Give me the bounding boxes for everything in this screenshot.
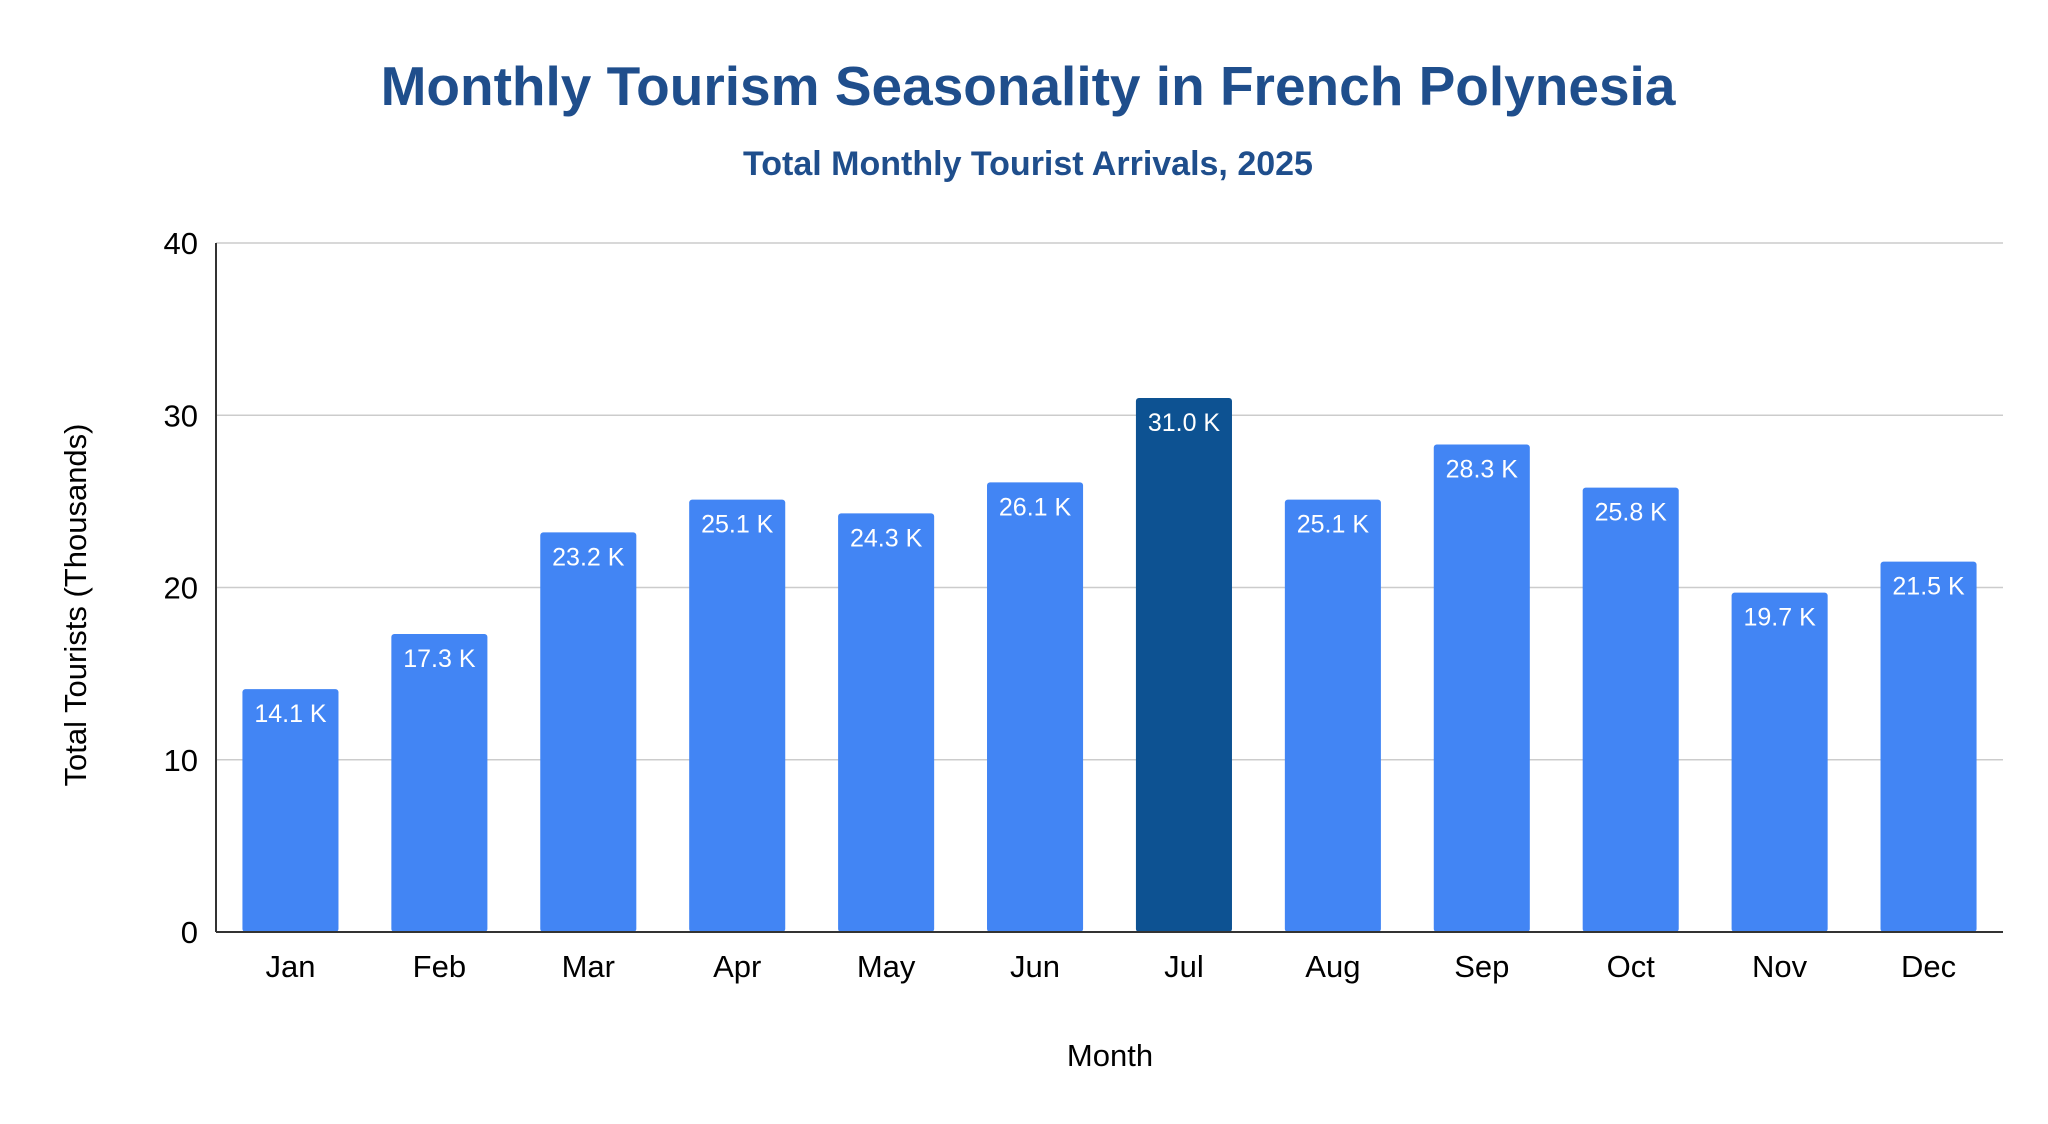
bar-value-label: 17.3 K — [403, 645, 476, 673]
y-tick-label: 0 — [181, 915, 198, 950]
gridlines — [216, 242, 2003, 761]
bar-dec — [1880, 561, 1977, 932]
bar-oct — [1582, 487, 1679, 932]
x-tick-label: May — [857, 949, 916, 984]
bar-nov — [1731, 592, 1828, 932]
bar-aug — [1284, 499, 1381, 932]
y-tick-label: 10 — [164, 743, 198, 778]
bar-may — [838, 513, 935, 932]
x-tick-label: Apr — [713, 949, 761, 984]
chart-title: Monthly Tourism Seasonality in French Po… — [381, 55, 1676, 117]
x-tick-label: Sep — [1454, 949, 1509, 984]
bar-value-label: 28.3 K — [1446, 456, 1519, 484]
bar-value-label: 21.5 K — [1892, 573, 1965, 601]
x-axis-label: Month — [1067, 1038, 1153, 1073]
bar-value-label: 26.1 K — [999, 493, 1072, 521]
x-tick-label: Jan — [265, 949, 315, 984]
chart-subtitle: Total Monthly Tourist Arrivals, 2025 — [743, 145, 1313, 183]
bar-feb — [391, 634, 488, 932]
y-tick-label: 20 — [164, 571, 198, 606]
bars: 14.1 K 17.3 K 23.2 K 25.1 K 24.3 K 26.1 K 31.0… — [242, 398, 1977, 932]
y-axis-ticks: 0 10 20 30 40 — [164, 226, 198, 950]
bar-value-label: 31.0 K — [1148, 409, 1221, 437]
y-tick-label: 30 — [164, 398, 198, 433]
bar-jul — [1135, 398, 1232, 932]
x-tick-label: Oct — [1607, 949, 1656, 984]
bar-value-label: 14.1 K — [254, 700, 327, 728]
x-tick-label: Jun — [1010, 949, 1060, 984]
x-tick-label: Mar — [562, 949, 615, 984]
bar-apr — [689, 499, 786, 932]
x-tick-label: Feb — [413, 949, 466, 984]
bar-sep — [1433, 444, 1530, 932]
x-tick-label: Nov — [1752, 949, 1808, 984]
bar-value-label: 25.1 K — [1297, 511, 1370, 539]
x-axis-ticks: Jan Feb Mar Apr May Jun Jul Aug Sep Oct Nov Dec — [265, 949, 1956, 984]
x-tick-label: Dec — [1901, 949, 1956, 984]
bar-mar — [540, 532, 637, 932]
bar-value-label: 23.2 K — [552, 543, 625, 571]
x-tick-label: Jul — [1164, 949, 1204, 984]
bar-value-label: 25.8 K — [1595, 499, 1668, 527]
bar-value-label: 24.3 K — [850, 524, 923, 552]
bar-value-label: 19.7 K — [1743, 604, 1816, 632]
y-tick-label: 40 — [164, 226, 198, 261]
bar-value-label: 25.1 K — [701, 511, 774, 539]
y-axis-label: Total Tourists (Thousands) — [58, 424, 93, 787]
bar-jun — [987, 482, 1084, 932]
bar-jan — [242, 689, 339, 932]
x-tick-label: Aug — [1305, 949, 1360, 984]
